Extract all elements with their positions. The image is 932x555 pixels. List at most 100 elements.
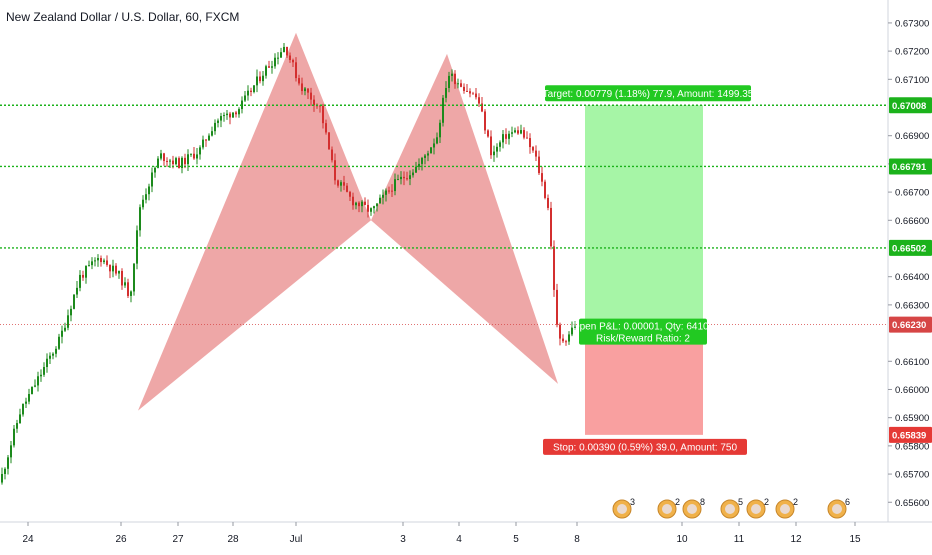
- candle-body-164: [493, 151, 495, 156]
- candle-body-73: [220, 116, 222, 121]
- y-tick-label-8: 0.66300: [895, 300, 929, 311]
- price-level-tag-3: [889, 316, 932, 333]
- y-tick-label-6: 0.66600: [895, 216, 929, 227]
- candle-body-92: [277, 57, 279, 59]
- event-badge-count-0: 3: [630, 497, 635, 507]
- candle-body-136: [409, 175, 411, 180]
- candle-body-139: [418, 163, 420, 167]
- candle-body-145: [436, 137, 438, 144]
- candle-body-36: [109, 264, 111, 272]
- x-tick-label-2: 27: [172, 534, 184, 545]
- candle-body-137: [412, 172, 414, 176]
- candle-body-17: [52, 353, 54, 356]
- candle-body-62: [187, 154, 189, 165]
- candle-body-43: [130, 291, 132, 296]
- x-tick-label-9: 10: [676, 534, 688, 545]
- candle-body-162: [487, 130, 489, 137]
- candle-body-18: [55, 348, 57, 354]
- pnl-label: Open P&L: 0.00001, Qty: 64102: [572, 322, 715, 333]
- candle-body-151: [454, 73, 456, 85]
- candle-body-15: [46, 358, 48, 368]
- price-level-label-3: 0.66230: [892, 320, 926, 331]
- candle-body-163: [490, 136, 492, 156]
- candle-body-103: [310, 92, 312, 100]
- candle-body-6: [19, 414, 21, 424]
- candle-body-65: [196, 154, 198, 159]
- y-tick-label-12: 0.65800: [895, 441, 929, 452]
- candle-body-185: [556, 289, 558, 325]
- candle-body-78: [235, 112, 237, 115]
- price-level-label-2: 0.66502: [892, 243, 926, 254]
- event-badge-count-5: 2: [793, 497, 798, 507]
- candle-body-130: [391, 190, 393, 192]
- candle-body-186: [559, 324, 561, 339]
- candle-body-61: [184, 157, 186, 165]
- candle-body-3: [10, 445, 12, 458]
- candle-body-171: [514, 130, 516, 133]
- pattern-xab-triangle: [138, 32, 371, 411]
- candle-body-14: [43, 367, 45, 375]
- candle-body-141: [424, 155, 426, 158]
- candle-body-67: [202, 139, 204, 148]
- candle-body-133: [400, 176, 402, 180]
- target-label-box: [545, 85, 751, 102]
- price-level-tag-4: [889, 426, 932, 443]
- candle-body-19: [58, 336, 60, 349]
- candle-body-182: [547, 197, 549, 208]
- x-tick-label-8: 8: [574, 534, 580, 545]
- candle-body-31: [94, 260, 96, 262]
- candle-body-27: [82, 274, 84, 278]
- candle-body-183: [550, 207, 552, 247]
- candle-body-119: [358, 202, 360, 207]
- candle-body-152: [457, 83, 459, 85]
- candle-body-63: [190, 153, 192, 155]
- candle-body-190: [571, 327, 573, 335]
- candle-body-179: [538, 156, 540, 174]
- candle-body-132: [397, 179, 399, 181]
- candle-body-2: [7, 457, 9, 469]
- candle-body-12: [37, 376, 39, 386]
- x-tick-label-5: 3: [400, 534, 406, 545]
- candle-body-150: [451, 73, 453, 76]
- price-level-label-0: 0.67008: [892, 101, 926, 112]
- x-tick-label-3: 28: [227, 534, 239, 545]
- event-badge-count-2: 8: [700, 497, 705, 507]
- x-tick-label-0: 24: [22, 534, 34, 545]
- candle-body-97: [292, 59, 294, 63]
- candle-body-95: [286, 46, 288, 56]
- candle-body-64: [193, 153, 195, 159]
- y-tick-label-9: 0.66100: [895, 357, 929, 368]
- candle-body-10: [31, 386, 33, 395]
- candle-body-45: [136, 230, 138, 264]
- candle-body-66: [199, 147, 201, 155]
- target-zone: [585, 105, 703, 325]
- candle-body-7: [22, 403, 24, 415]
- candle-body-28: [85, 265, 87, 278]
- event-badge-count-4: 2: [764, 497, 769, 507]
- candle-body-153: [460, 83, 462, 87]
- candle-body-114: [343, 182, 345, 186]
- candle-body-154: [463, 86, 465, 91]
- candle-body-53: [160, 153, 162, 159]
- candle-body-174: [523, 130, 525, 138]
- candle-body-90: [271, 66, 273, 68]
- candle-body-160: [481, 103, 483, 112]
- candle-body-70: [211, 131, 213, 136]
- candle-body-59: [178, 158, 180, 169]
- candle-body-161: [484, 111, 486, 131]
- candle-body-44: [133, 263, 135, 292]
- candle-body-46: [139, 207, 141, 231]
- candle-body-107: [322, 105, 324, 124]
- y-tick-label-2: 0.67100: [895, 75, 929, 86]
- candle-body-72: [217, 120, 219, 123]
- stop-label-box: [543, 438, 747, 455]
- candle-body-99: [298, 78, 300, 84]
- price-level-label-1: 0.66791: [892, 162, 927, 173]
- candle-body-101: [304, 88, 306, 92]
- candle-body-93: [280, 52, 282, 58]
- candle-body-102: [307, 88, 309, 93]
- candle-body-180: [541, 173, 543, 182]
- event-flag-inner-4: [751, 504, 761, 514]
- candle-body-51: [154, 167, 156, 173]
